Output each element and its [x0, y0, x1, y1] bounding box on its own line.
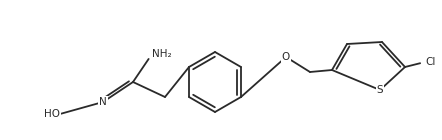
- Text: Cl: Cl: [425, 57, 435, 67]
- Text: O: O: [282, 52, 290, 62]
- Text: HO: HO: [44, 109, 60, 119]
- Text: NH₂: NH₂: [152, 49, 171, 59]
- Text: S: S: [377, 85, 383, 95]
- Text: N: N: [99, 97, 107, 107]
